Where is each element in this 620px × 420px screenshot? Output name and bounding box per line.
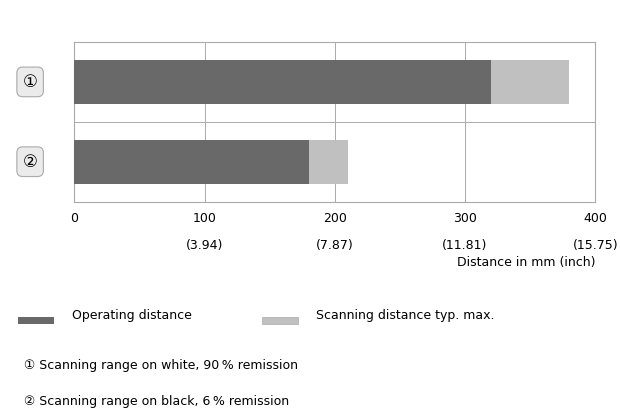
- Text: (3.94): (3.94): [186, 239, 223, 252]
- Text: 0: 0: [71, 212, 78, 225]
- Text: 200: 200: [323, 212, 347, 225]
- Text: ① Scanning range on white, 90 % remission: ① Scanning range on white, 90 % remissio…: [24, 359, 298, 372]
- Bar: [19, 317, 54, 324]
- Text: 400: 400: [583, 212, 607, 225]
- Bar: [491, 60, 569, 104]
- Bar: [74, 140, 309, 184]
- Text: ② Scanning range on black, 6 % remission: ② Scanning range on black, 6 % remission: [24, 395, 290, 407]
- Text: (15.75): (15.75): [572, 239, 618, 252]
- Text: 300: 300: [453, 212, 477, 225]
- Text: ①: ①: [23, 73, 38, 91]
- Text: Distance in mm (inch): Distance in mm (inch): [457, 256, 595, 269]
- Text: Scanning distance typ. max.: Scanning distance typ. max.: [316, 309, 495, 321]
- Bar: [74, 60, 491, 104]
- Text: Operating distance: Operating distance: [72, 309, 192, 321]
- Text: 100: 100: [193, 212, 216, 225]
- Bar: [309, 140, 348, 184]
- Text: (7.87): (7.87): [316, 239, 353, 252]
- Bar: [262, 317, 298, 324]
- Text: (11.81): (11.81): [442, 239, 488, 252]
- Text: ②: ②: [23, 153, 38, 171]
